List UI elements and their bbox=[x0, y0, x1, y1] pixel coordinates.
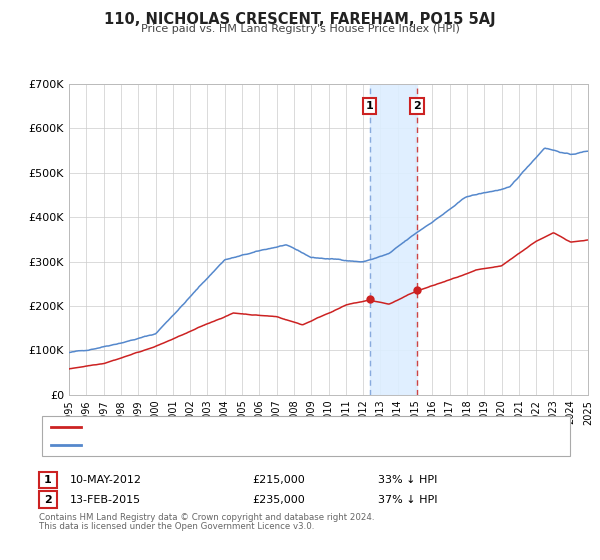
Text: HPI: Average price, detached house, Fareham: HPI: Average price, detached house, Fare… bbox=[87, 440, 325, 450]
Text: £215,000: £215,000 bbox=[252, 475, 305, 485]
Text: 10-MAY-2012: 10-MAY-2012 bbox=[70, 475, 142, 485]
Text: £235,000: £235,000 bbox=[252, 494, 305, 505]
Text: 33% ↓ HPI: 33% ↓ HPI bbox=[378, 475, 437, 485]
Text: 13-FEB-2015: 13-FEB-2015 bbox=[70, 494, 142, 505]
Text: 2: 2 bbox=[44, 494, 52, 505]
Text: 37% ↓ HPI: 37% ↓ HPI bbox=[378, 494, 437, 505]
Text: 110, NICHOLAS CRESCENT, FAREHAM, PO15 5AJ: 110, NICHOLAS CRESCENT, FAREHAM, PO15 5A… bbox=[104, 12, 496, 27]
Bar bbox=[370, 84, 417, 395]
Text: 2: 2 bbox=[413, 101, 421, 111]
Text: 110, NICHOLAS CRESCENT, FAREHAM, PO15 5AJ (detached house): 110, NICHOLAS CRESCENT, FAREHAM, PO15 5A… bbox=[87, 422, 431, 432]
Text: 1: 1 bbox=[365, 101, 373, 111]
Text: Contains HM Land Registry data © Crown copyright and database right 2024.: Contains HM Land Registry data © Crown c… bbox=[39, 514, 374, 522]
Text: Price paid vs. HM Land Registry's House Price Index (HPI): Price paid vs. HM Land Registry's House … bbox=[140, 24, 460, 34]
Text: 1: 1 bbox=[44, 475, 52, 485]
Text: This data is licensed under the Open Government Licence v3.0.: This data is licensed under the Open Gov… bbox=[39, 522, 314, 531]
